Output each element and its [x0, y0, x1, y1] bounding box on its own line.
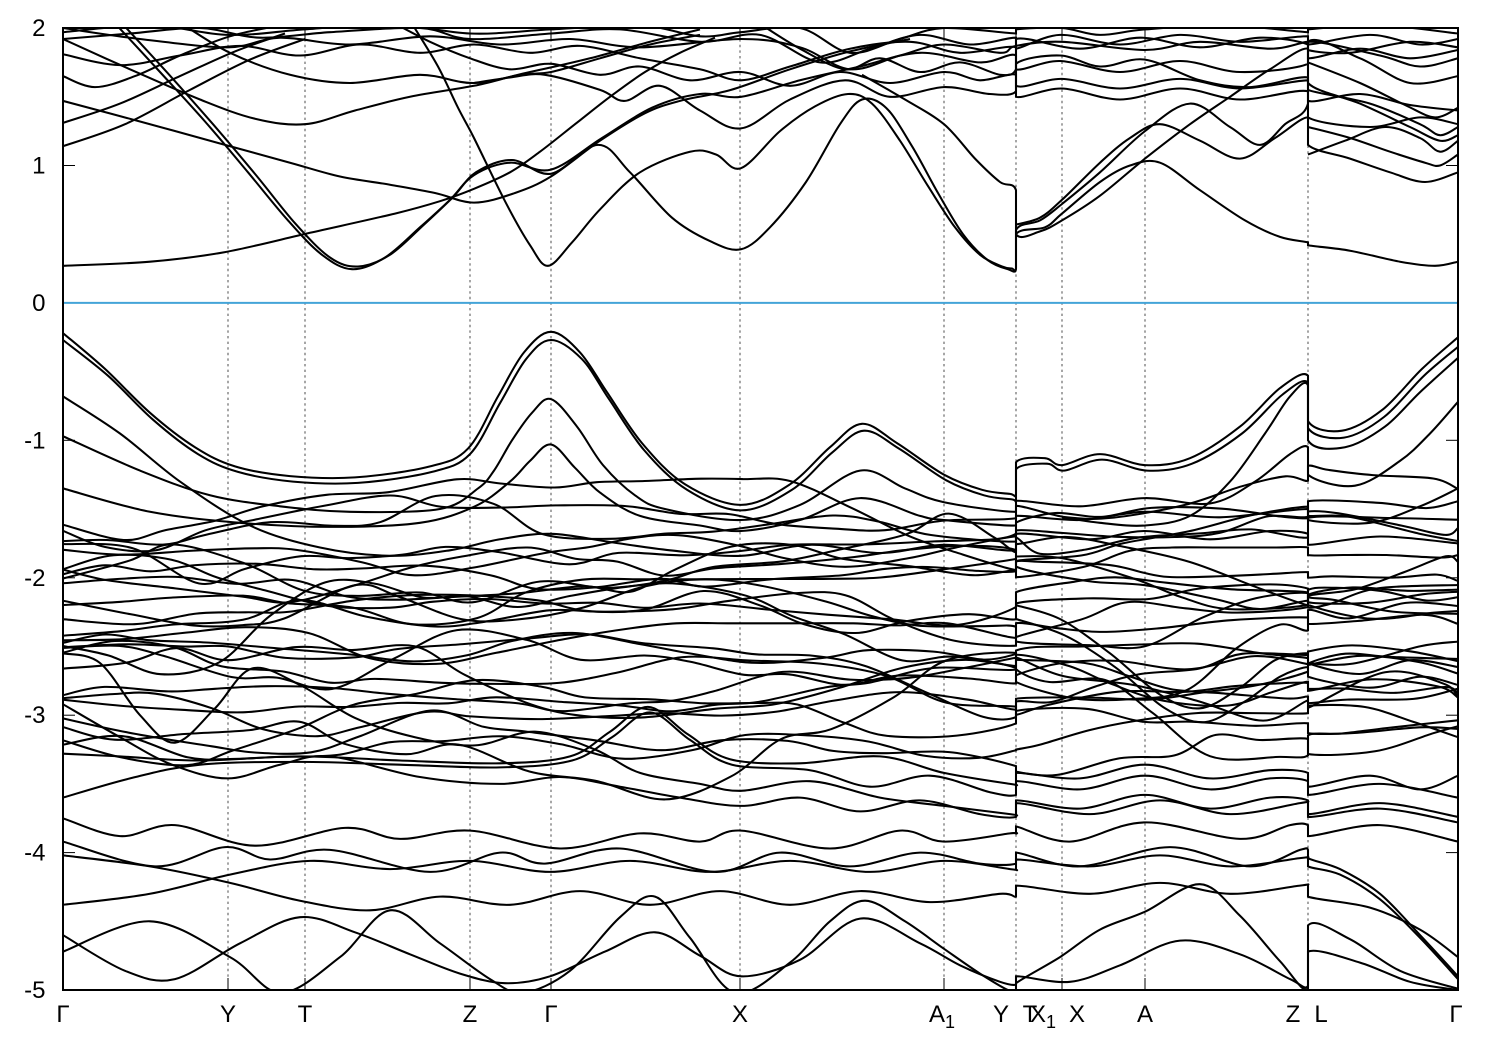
svg-text:Γ: Γ	[1449, 1001, 1462, 1028]
svg-text:Y: Y	[220, 1001, 236, 1028]
svg-text:X: X	[732, 1001, 748, 1028]
svg-text:L: L	[1314, 1001, 1327, 1028]
svg-text:0: 0	[32, 290, 45, 317]
svg-text:-1: -1	[24, 427, 45, 454]
svg-text:T: T	[298, 1001, 313, 1028]
svg-text:-4: -4	[24, 840, 45, 867]
svg-text:X: X	[1069, 1001, 1085, 1028]
svg-text:1: 1	[32, 153, 45, 180]
svg-text:A: A	[1137, 1001, 1153, 1028]
svg-text:Z: Z	[463, 1001, 478, 1028]
svg-text:-5: -5	[24, 977, 45, 1004]
svg-text:-2: -2	[24, 565, 45, 592]
svg-text:2: 2	[32, 15, 45, 42]
svg-text:Γ: Γ	[544, 1001, 557, 1028]
svg-text:-3: -3	[24, 702, 45, 729]
svg-text:Γ: Γ	[56, 1001, 69, 1028]
svg-text:T: T	[1023, 1001, 1038, 1028]
svg-text:Y: Y	[993, 1001, 1009, 1028]
svg-text:Z: Z	[1286, 1001, 1301, 1028]
